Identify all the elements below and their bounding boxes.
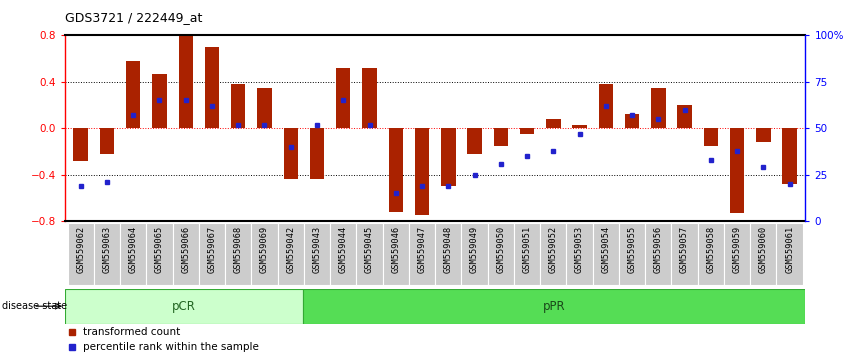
Text: GSM559067: GSM559067: [208, 225, 216, 273]
Text: GSM559050: GSM559050: [496, 225, 505, 273]
Bar: [777, 223, 803, 285]
Bar: [546, 119, 560, 128]
Bar: [178, 35, 193, 128]
Text: GSM559042: GSM559042: [287, 225, 295, 273]
Bar: [468, 128, 481, 154]
Bar: [409, 223, 435, 285]
Bar: [120, 223, 146, 285]
Bar: [488, 223, 514, 285]
Text: transformed count: transformed count: [83, 327, 181, 337]
Bar: [357, 223, 383, 285]
Bar: [100, 128, 114, 154]
Bar: [330, 223, 357, 285]
Text: GSM559057: GSM559057: [680, 225, 689, 273]
Bar: [782, 128, 797, 184]
Text: GSM559048: GSM559048: [443, 225, 453, 273]
Bar: [750, 223, 777, 285]
Bar: [94, 223, 120, 285]
Bar: [704, 128, 718, 146]
Text: pPR: pPR: [543, 300, 565, 313]
Bar: [619, 223, 645, 285]
Bar: [68, 223, 94, 285]
Bar: [278, 223, 304, 285]
Bar: [441, 128, 456, 187]
Text: GDS3721 / 222449_at: GDS3721 / 222449_at: [65, 11, 203, 24]
Bar: [520, 128, 534, 134]
Bar: [304, 223, 330, 285]
Bar: [730, 128, 745, 213]
Bar: [540, 223, 566, 285]
Bar: [126, 61, 140, 128]
Bar: [415, 128, 430, 216]
Text: GSM559058: GSM559058: [707, 225, 715, 273]
Bar: [462, 223, 488, 285]
Text: GSM559059: GSM559059: [733, 225, 741, 273]
Bar: [572, 125, 587, 128]
Text: GSM559052: GSM559052: [549, 225, 558, 273]
Text: GSM559053: GSM559053: [575, 225, 584, 273]
Bar: [756, 128, 771, 142]
Text: GSM559060: GSM559060: [759, 225, 768, 273]
Bar: [65, 289, 303, 324]
Text: GSM559068: GSM559068: [234, 225, 242, 273]
Text: GSM559051: GSM559051: [522, 225, 532, 273]
Bar: [566, 223, 592, 285]
Text: GSM559064: GSM559064: [129, 225, 138, 273]
Bar: [389, 128, 403, 212]
Text: disease state: disease state: [2, 301, 67, 311]
Bar: [204, 47, 219, 128]
Text: GSM559066: GSM559066: [181, 225, 191, 273]
Bar: [172, 223, 199, 285]
Text: GSM559063: GSM559063: [102, 225, 112, 273]
Bar: [651, 88, 666, 128]
Bar: [199, 223, 225, 285]
Bar: [283, 128, 298, 179]
Bar: [514, 223, 540, 285]
Bar: [310, 128, 324, 179]
Text: GSM559061: GSM559061: [785, 225, 794, 273]
Text: GSM559049: GSM559049: [470, 225, 479, 273]
Text: GSM559043: GSM559043: [313, 225, 321, 273]
Text: GSM559046: GSM559046: [391, 225, 400, 273]
Bar: [74, 128, 88, 161]
Bar: [592, 223, 619, 285]
Bar: [494, 128, 508, 146]
Text: GSM559047: GSM559047: [417, 225, 427, 273]
Text: GSM559054: GSM559054: [601, 225, 611, 273]
Text: GSM559045: GSM559045: [365, 225, 374, 273]
Bar: [598, 84, 613, 128]
Bar: [698, 223, 724, 285]
Text: GSM559069: GSM559069: [260, 225, 269, 273]
Bar: [677, 105, 692, 128]
Text: GSM559062: GSM559062: [76, 225, 85, 273]
Bar: [231, 84, 245, 128]
Text: GSM559044: GSM559044: [339, 225, 348, 273]
Bar: [225, 223, 251, 285]
Bar: [724, 223, 750, 285]
Bar: [645, 223, 671, 285]
Bar: [146, 223, 172, 285]
Bar: [362, 68, 377, 128]
Bar: [152, 74, 166, 128]
Text: GSM559055: GSM559055: [628, 225, 637, 273]
Text: GSM559065: GSM559065: [155, 225, 164, 273]
Bar: [671, 223, 698, 285]
Bar: [257, 88, 272, 128]
Bar: [251, 223, 278, 285]
Bar: [383, 223, 409, 285]
Text: pCR: pCR: [172, 300, 196, 313]
Text: GSM559056: GSM559056: [654, 225, 662, 273]
Bar: [303, 289, 805, 324]
Bar: [336, 68, 351, 128]
Bar: [435, 223, 462, 285]
Text: percentile rank within the sample: percentile rank within the sample: [83, 342, 259, 352]
Bar: [625, 114, 639, 128]
